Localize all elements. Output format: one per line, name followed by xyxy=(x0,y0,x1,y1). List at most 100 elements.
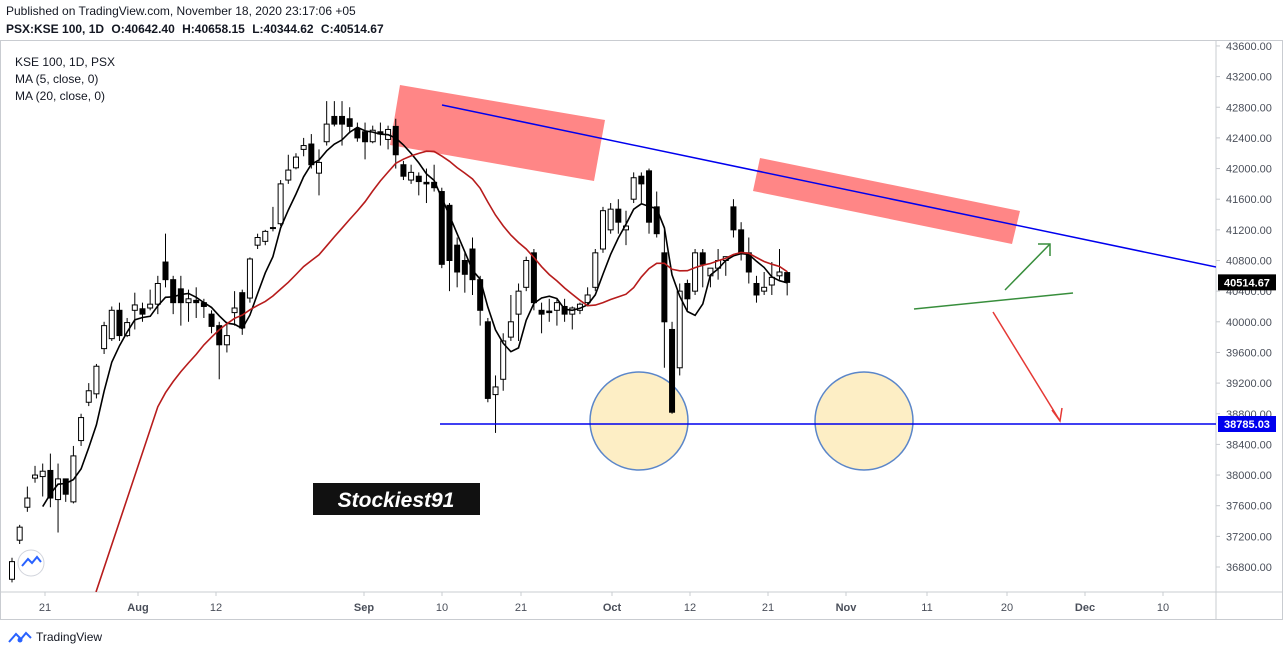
candle-bull xyxy=(269,227,276,230)
x-tick-label: 20 xyxy=(1001,602,1013,614)
footer-brand[interactable]: TradingView xyxy=(8,630,102,644)
y-tick-label: 40000.00 xyxy=(1226,317,1272,329)
ma5-line xyxy=(42,126,788,508)
candle-bull xyxy=(630,177,637,200)
candle-bull xyxy=(154,282,161,305)
candle-bear xyxy=(684,282,691,300)
candle-bear xyxy=(461,260,468,275)
down-arrow-shaft xyxy=(992,311,1061,422)
tv-badge-icon xyxy=(21,555,42,567)
x-tick-label: 21 xyxy=(39,602,51,614)
published-note: Published on TradingView.com, November 1… xyxy=(6,4,356,18)
candle-bull xyxy=(323,123,330,143)
ma20-line xyxy=(95,150,788,592)
candle-bull xyxy=(607,208,614,231)
candle-bull xyxy=(78,417,85,442)
y-tick-label: 40800.00 xyxy=(1226,256,1272,268)
candle-bull xyxy=(108,309,115,340)
candle-bear xyxy=(216,325,223,346)
candle-bear xyxy=(653,206,660,235)
y-tick-label: 37200.00 xyxy=(1226,531,1272,543)
candle-bear xyxy=(699,252,706,265)
candle-bull xyxy=(254,237,261,246)
candle-bear xyxy=(400,164,407,177)
legend-ma20[interactable]: MA (20, close, 0) xyxy=(15,89,106,103)
x-tick-label: Dec xyxy=(1075,602,1095,614)
candle-bull xyxy=(523,260,530,288)
high-value: H:40658.15 xyxy=(182,22,245,36)
down-arrow-head xyxy=(1051,407,1063,423)
candle-bull xyxy=(32,474,39,479)
candle-bear xyxy=(615,208,622,223)
candle-bull xyxy=(292,156,299,169)
up-arrow-shaft xyxy=(1004,243,1051,291)
legend-title[interactable]: KSE 100, 1D, PSX xyxy=(15,55,116,69)
last-price-label: 40514.67 xyxy=(1224,277,1270,289)
candle-bear xyxy=(730,206,737,231)
y-tick-label: 39600.00 xyxy=(1226,347,1272,359)
candle-bull xyxy=(761,286,768,292)
y-tick-label: 42400.00 xyxy=(1226,133,1272,145)
candle-bear xyxy=(484,321,491,399)
descending-trendline xyxy=(441,104,1216,268)
y-tick-label: 42800.00 xyxy=(1226,102,1272,114)
y-tick-label: 38000.00 xyxy=(1226,470,1272,482)
candle-bear xyxy=(546,310,553,314)
candle-bull xyxy=(285,169,292,181)
candle-bear xyxy=(339,115,346,125)
up-arrow-head xyxy=(1038,243,1051,256)
candle-bear xyxy=(346,118,353,127)
symbol-label: PSX:KSE 100, 1D xyxy=(6,22,105,36)
candle-bull xyxy=(515,290,522,315)
legend-ma5[interactable]: MA (5, close, 0) xyxy=(15,72,99,86)
candle-bull xyxy=(492,386,499,396)
candle-bear xyxy=(438,191,445,265)
x-tick-label: Aug xyxy=(127,602,148,614)
candle-bear xyxy=(331,115,338,125)
candle-bull xyxy=(147,303,154,309)
candle-bull xyxy=(262,230,269,242)
candle-bull xyxy=(16,526,23,541)
candle-bear xyxy=(362,131,369,143)
candle-bull xyxy=(300,145,307,150)
candle-bull xyxy=(24,497,31,508)
open-value: O:40642.40 xyxy=(111,22,175,36)
candle-bull xyxy=(369,129,376,143)
y-tick-label: 42000.00 xyxy=(1226,164,1272,176)
candle-bull xyxy=(584,294,591,304)
candle-bear xyxy=(193,299,200,304)
candle-bull xyxy=(85,390,92,403)
candle-bull xyxy=(692,252,699,292)
candle-bear xyxy=(454,244,461,273)
x-tick-label: Sep xyxy=(354,602,374,614)
candle-bear xyxy=(116,309,123,337)
close-value: C:40514.67 xyxy=(320,22,384,36)
y-tick-label: 36800.00 xyxy=(1226,562,1272,574)
candle-bear xyxy=(638,175,645,185)
candle-bull xyxy=(553,302,560,311)
tradingview-logo-icon xyxy=(8,631,32,643)
y-tick-label: 43600.00 xyxy=(1226,41,1272,53)
support-circle-left xyxy=(589,371,689,471)
candle-bull xyxy=(39,470,46,478)
x-tick-label: 12 xyxy=(684,602,696,614)
candle-bear xyxy=(446,204,453,261)
candle-bear xyxy=(784,272,791,283)
support-price-tag xyxy=(1218,416,1276,432)
chart-frame xyxy=(0,40,1283,620)
candle-bear xyxy=(538,309,545,315)
y-tick-label: 41600.00 xyxy=(1226,194,1272,206)
plot-area: Stockiest91 xyxy=(9,85,1216,592)
candle-bull xyxy=(93,365,100,395)
ohlc-readout: PSX:KSE 100, 1D O:40642.40 H:40658.15 L:… xyxy=(6,22,388,36)
candle-bull xyxy=(500,340,507,380)
candle-bull xyxy=(277,183,284,225)
resistance-zone-right xyxy=(753,158,1020,244)
candle-bear xyxy=(239,292,246,329)
candle-bear xyxy=(170,279,177,304)
x-tick-label: 11 xyxy=(921,602,932,614)
rising-support-line xyxy=(913,292,1074,310)
y-tick-label: 38400.00 xyxy=(1226,439,1272,451)
y-tick-label: 43200.00 xyxy=(1226,72,1272,84)
